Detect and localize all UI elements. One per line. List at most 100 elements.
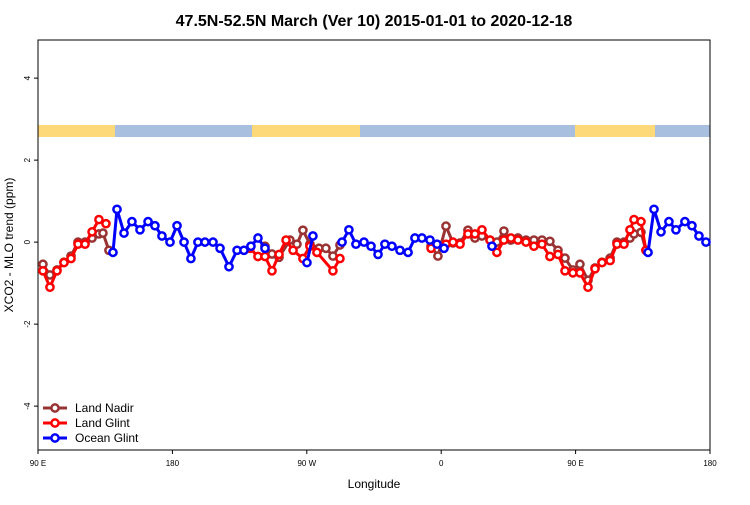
- data-point: [157, 231, 167, 241]
- data-point: [432, 239, 442, 250]
- data-point: [246, 241, 256, 252]
- data-point: [186, 253, 196, 264]
- data-point: [119, 228, 129, 238]
- data-point: [267, 265, 277, 276]
- data-point: [224, 261, 234, 272]
- data-point: [560, 265, 570, 276]
- y-axis-label: XCO2 - MLO trend (ppm): [2, 178, 16, 313]
- data-point: [45, 282, 55, 293]
- data-point: [439, 243, 449, 254]
- data-point: [680, 216, 690, 227]
- data-point: [260, 243, 270, 254]
- data-point: [135, 224, 145, 235]
- data-point: [701, 237, 711, 247]
- data-point: [387, 241, 397, 252]
- data-point: [656, 227, 666, 237]
- data-point: [127, 216, 137, 227]
- data-point: [605, 255, 615, 266]
- data-point: [87, 227, 97, 237]
- data-point: [52, 265, 62, 276]
- data-point: [597, 257, 607, 268]
- data-point: [281, 235, 291, 245]
- data-point: [499, 226, 509, 236]
- data-point: [643, 247, 653, 258]
- data-point: [80, 239, 90, 250]
- data-point: [403, 247, 413, 258]
- data-point: [94, 214, 104, 225]
- data-point: [545, 236, 555, 247]
- data-point: [253, 233, 263, 243]
- data-point: [590, 263, 600, 274]
- data-point: [66, 253, 76, 264]
- legend-label: Ocean Glint: [75, 431, 139, 445]
- data-point: [108, 247, 118, 258]
- x-tick-label: 90 E: [30, 459, 46, 468]
- data-point: [664, 216, 674, 227]
- data-point: [298, 225, 308, 236]
- data-point: [553, 249, 563, 260]
- land-ocean-strip: [38, 125, 710, 137]
- data-point: [455, 239, 465, 250]
- data-point: [344, 224, 354, 235]
- data-point: [545, 251, 555, 262]
- data-point: [337, 237, 347, 247]
- x-tick-label: 180: [166, 459, 180, 468]
- data-point: [179, 237, 189, 247]
- legend-marker: [50, 403, 60, 413]
- data-point: [328, 265, 338, 276]
- data-point: [513, 235, 523, 245]
- y-tick-label: 4: [23, 75, 32, 80]
- legend-label: Land Nadir: [75, 401, 134, 415]
- data-point: [112, 204, 122, 215]
- data-point: [351, 239, 361, 250]
- data-point: [625, 224, 635, 235]
- data-point: [521, 237, 531, 247]
- data-point: [492, 247, 502, 258]
- data-point: [59, 257, 69, 268]
- data-point: [671, 224, 681, 235]
- data-point: [215, 243, 225, 254]
- data-point: [487, 241, 497, 252]
- data-point: [529, 241, 539, 252]
- data-point: [537, 239, 547, 250]
- x-tick-label: 90 E: [567, 459, 583, 468]
- data-point: [150, 220, 160, 231]
- data-point: [575, 268, 585, 278]
- series-line: [111, 208, 707, 271]
- data-point: [575, 259, 585, 270]
- x-axis-label: Longitude: [348, 477, 401, 491]
- data-point: [425, 235, 435, 245]
- data-point: [101, 218, 111, 229]
- data-point: [636, 216, 646, 227]
- data-point: [560, 253, 570, 263]
- data-point: [98, 228, 108, 238]
- data-point: [694, 231, 704, 241]
- data-point: [373, 249, 383, 260]
- data-point: [583, 282, 593, 293]
- legend-label: Land Glint: [75, 416, 130, 430]
- legend-marker: [50, 418, 60, 428]
- data-point: [288, 245, 298, 256]
- data-point: [441, 221, 451, 231]
- data-point: [649, 204, 659, 215]
- data-point: [239, 245, 249, 256]
- data-point: [38, 265, 48, 276]
- data-point: [470, 229, 480, 239]
- data-point: [687, 220, 697, 231]
- data-point: [366, 241, 376, 252]
- legend-marker: [50, 433, 60, 443]
- x-tick-label: 0: [439, 459, 444, 468]
- data-point: [395, 245, 405, 256]
- data-point: [143, 216, 153, 227]
- data-point: [45, 270, 55, 280]
- data-point: [274, 249, 284, 260]
- data-point: [172, 220, 182, 231]
- y-tick-label: 0: [23, 239, 32, 244]
- data-point: [335, 253, 345, 264]
- data-point: [477, 224, 487, 235]
- data-point: [308, 231, 318, 241]
- data-point: [619, 239, 629, 250]
- y-tick-label: 2: [23, 157, 32, 162]
- data-point: [302, 257, 312, 268]
- data-point: [200, 237, 210, 247]
